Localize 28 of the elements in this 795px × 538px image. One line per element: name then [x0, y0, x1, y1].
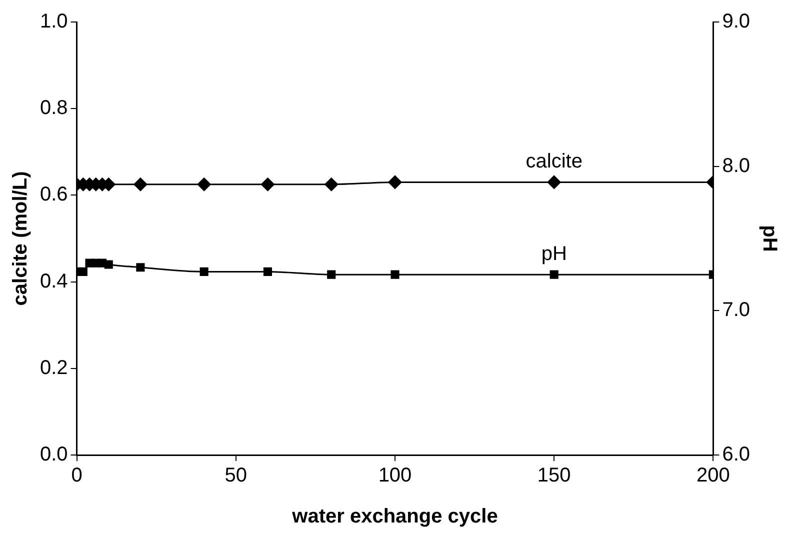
point — [78, 267, 88, 276]
x-tick-label: 150 — [537, 464, 571, 487]
x-tick-label: 100 — [378, 464, 412, 487]
y-tick-label: 0.6 — [40, 184, 68, 206]
point — [104, 260, 113, 269]
point — [327, 270, 336, 279]
x-tick-label: 50 — [224, 464, 248, 487]
y-tick-label: 0.4 — [40, 270, 68, 292]
y-tick-label: 1.0 — [40, 10, 68, 33]
point — [200, 267, 208, 276]
y2-tick-label: 8.0 — [722, 154, 750, 177]
series-label: calcite — [526, 150, 582, 173]
x-tick-label: 0 — [71, 464, 82, 487]
y2-tick-label: 7.0 — [722, 299, 750, 322]
point — [550, 270, 558, 279]
y-axis-title: calcite (mol/L) — [10, 171, 32, 306]
y2-tick-label: 9.0 — [722, 10, 750, 33]
point — [390, 270, 400, 279]
y-tick-label: 0.2 — [40, 356, 68, 379]
point — [136, 263, 145, 272]
point — [263, 267, 272, 276]
series-label: pH — [541, 243, 567, 266]
y-tick-label: 0.8 — [40, 97, 68, 120]
x-axis-title: water exchange cycle — [291, 506, 498, 528]
x-tick-label: 200 — [696, 464, 730, 487]
y2-axis-title: pH — [758, 225, 780, 252]
y-tick-label: 0.0 — [40, 444, 68, 466]
y2-tick-label: 6.0 — [722, 444, 750, 466]
